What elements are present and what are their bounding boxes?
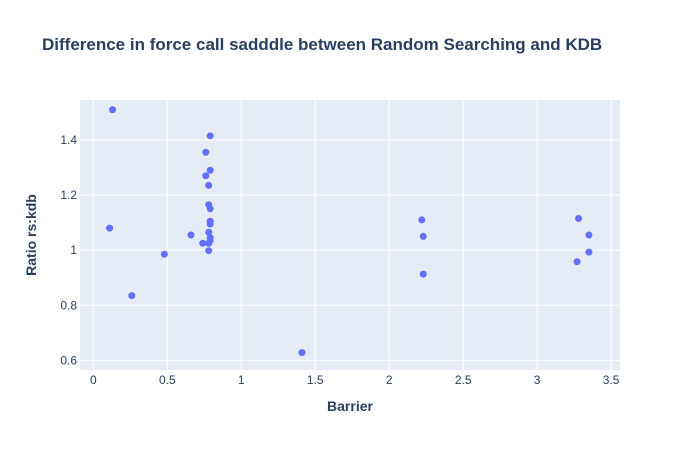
y-tick-label: 1.2 [60,188,77,202]
data-point [206,166,214,174]
data-point [419,232,427,240]
data-point [298,349,306,357]
x-tick-label: 1.5 [307,373,324,387]
y-axis-ticks: 0.6 0.8 1 1.2 1.4 [60,133,77,367]
data-point [106,224,114,232]
x-tick-label: 3.5 [603,373,620,387]
y-tick-label: 1 [70,243,77,257]
data-point [418,216,426,224]
x-tick-label: 1 [238,373,245,387]
data-point [187,231,195,239]
data-point [205,228,213,236]
data-point [128,292,136,300]
data-point [109,106,117,114]
data-point [206,220,214,228]
data-points [106,106,593,357]
x-tick-label: 0 [90,373,97,387]
grid-lines [80,100,620,370]
data-point [199,239,207,247]
data-point [160,250,168,258]
y-tick-label: 1.4 [60,133,77,147]
data-point [585,248,593,256]
x-tick-label: 2.5 [455,373,472,387]
x-axis-title: Barrier [327,398,373,414]
data-point [206,132,214,140]
data-point [205,239,213,247]
x-tick-label: 0.5 [159,373,176,387]
data-point [206,205,214,213]
plot-area [80,100,620,370]
x-axis-ticks: 0 0.5 1 1.5 2 2.5 3 3.5 [90,373,620,387]
data-point [202,148,210,156]
data-point [202,172,210,180]
x-tick-label: 2 [386,373,393,387]
y-tick-label: 0.6 [60,353,77,367]
data-point [575,214,583,222]
data-point [205,247,213,255]
y-tick-label: 0.8 [60,298,77,312]
data-point [419,270,427,278]
data-point [205,181,213,189]
y-axis-title: Ratio rs:kdb [23,194,39,276]
data-point [573,258,581,266]
x-tick-label: 3 [534,373,541,387]
data-point [585,231,593,239]
chart-title: Difference in force call sadddle between… [42,35,602,54]
